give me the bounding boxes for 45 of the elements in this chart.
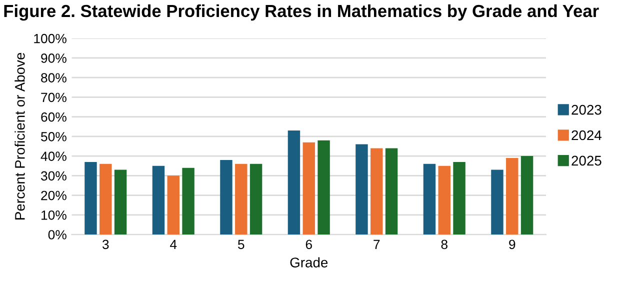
x-tick-label: 9 bbox=[509, 240, 516, 250]
y-tick-label: 90% bbox=[41, 54, 66, 63]
bar bbox=[370, 148, 383, 235]
bar bbox=[152, 166, 165, 235]
bar bbox=[84, 162, 97, 235]
bar bbox=[438, 166, 450, 235]
bar bbox=[182, 168, 194, 235]
bar bbox=[356, 144, 368, 235]
bar bbox=[220, 160, 232, 235]
y-tick-label: 50% bbox=[41, 132, 66, 142]
bar bbox=[114, 170, 127, 235]
bar bbox=[385, 148, 398, 235]
bar bbox=[520, 156, 534, 235]
y-tick-label: 60% bbox=[41, 112, 66, 122]
bar bbox=[423, 164, 436, 235]
y-tick-label: 100% bbox=[34, 34, 66, 44]
legend-label: 2023 bbox=[572, 104, 602, 115]
x-tick-label: 6 bbox=[306, 240, 312, 250]
y-tick-label: 70% bbox=[41, 92, 66, 102]
bar bbox=[167, 176, 180, 235]
y-tick-label: 20% bbox=[41, 190, 66, 200]
y-tick-label: 10% bbox=[42, 210, 66, 220]
bar bbox=[235, 164, 248, 235]
bar bbox=[288, 130, 300, 235]
bar bbox=[302, 142, 315, 235]
y-tick-label: 40% bbox=[40, 152, 66, 161]
y-tick-label: 0% bbox=[48, 230, 66, 240]
y-tick-label: 80% bbox=[41, 73, 66, 82]
bar bbox=[318, 140, 330, 235]
chart-title: Figure 2. Statewide Proficiency Rates in Mathematics by Grade and Year bbox=[4, 4, 599, 21]
bar bbox=[506, 158, 518, 235]
bar bbox=[453, 162, 466, 235]
legend-label: 2024 bbox=[572, 130, 602, 140]
bar bbox=[250, 164, 262, 235]
legend-label: 2025 bbox=[572, 156, 602, 166]
x-tick-label: 3 bbox=[102, 240, 109, 250]
x-tick-label: 4 bbox=[170, 240, 177, 249]
bar bbox=[491, 170, 504, 235]
bar bbox=[100, 164, 112, 235]
y-tick-label: 30% bbox=[40, 171, 66, 181]
x-axis-title: Grade bbox=[290, 257, 328, 268]
y-axis-title: Percent Proficient or Above bbox=[14, 52, 25, 220]
x-tick-label: 5 bbox=[238, 240, 244, 250]
x-tick-label: 7 bbox=[374, 240, 380, 249]
x-tick-label: 8 bbox=[441, 240, 448, 250]
